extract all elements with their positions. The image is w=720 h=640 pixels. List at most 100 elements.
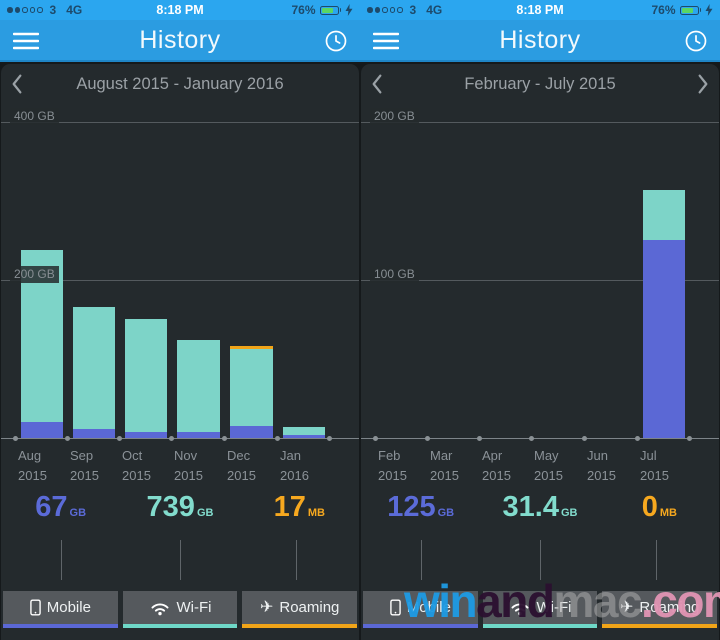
signal-strength-icon <box>367 7 403 13</box>
wifi-total-value: 739 <box>146 490 195 523</box>
mobile-total-value: 67 <box>35 490 68 523</box>
status-right: 76% <box>291 3 353 17</box>
chevron-right-icon[interactable] <box>697 74 709 94</box>
gridline-label: 100 GB <box>370 266 419 283</box>
wifi-total: 31.4 GB <box>480 491 599 524</box>
network-type-label: 4G <box>426 3 443 17</box>
mobile-total-value: 125 <box>387 490 436 523</box>
chevron-left-icon[interactable] <box>11 74 23 94</box>
wifi-icon <box>511 603 529 615</box>
history-panel: February - July 2015 200 GB 100 GB Feb 201… <box>361 64 719 640</box>
bar-nov-2015[interactable] <box>177 340 220 438</box>
bar-jan-2016[interactable] <box>283 427 325 438</box>
history-panel: August 2015 - January 2016 400 GB 200 GB … <box>1 64 359 640</box>
roaming-total-unit: MB <box>659 506 677 519</box>
axis-dot <box>13 436 18 441</box>
bar-segment-wifi <box>643 190 685 240</box>
gridline-label: 200 GB <box>10 266 59 283</box>
month-label: Apr 2015 <box>482 448 511 483</box>
charging-bolt-icon <box>345 4 353 16</box>
signal-strength-icon <box>7 7 43 13</box>
bar-jul-2015[interactable] <box>643 190 685 438</box>
month-axis: Aug 2015 Sep 2015 Oct 2015 Nov 2015 Dec 2015 Jan 20… <box>1 439 359 483</box>
category-buttons: Mobile Wi-Fi ✈ Roaming <box>1 591 359 628</box>
month-label: Jan 2016 <box>280 448 309 483</box>
mobile-total-unit: GB <box>437 506 455 519</box>
roaming-button-label: Roaming <box>639 599 700 616</box>
axis-dot <box>425 436 430 441</box>
mobile-total-unit: GB <box>69 506 87 519</box>
axis-dot <box>117 436 122 441</box>
status-bar: 3 4G 8:18 PM 76% <box>0 0 360 20</box>
bar-segment-wifi <box>230 349 273 426</box>
roaming-button[interactable]: ✈ Roaming <box>242 591 358 628</box>
page-title: History <box>139 25 221 54</box>
bar-segment-mobile <box>643 240 685 438</box>
airplane-icon: ✈ <box>259 598 274 616</box>
bar-oct-2015[interactable] <box>125 319 167 438</box>
axis-dot <box>373 436 378 441</box>
bar-segment-wifi <box>283 427 325 435</box>
wifi-button[interactable]: Wi-Fi <box>482 591 598 628</box>
battery-percent-label: 76% <box>291 3 316 17</box>
status-bar: 3 4G 8:18 PM 76% <box>360 0 720 20</box>
roaming-total: 17 MB <box>240 491 359 524</box>
screen-body: February - July 2015 200 GB 100 GB Feb 201… <box>360 62 720 640</box>
axis-dot <box>169 436 174 441</box>
category-buttons: Mobile Wi-Fi ✈ Roaming <box>361 591 719 628</box>
month-label: Oct 2015 <box>122 448 151 483</box>
month-label: Mar 2015 <box>430 448 459 483</box>
gridline-label: 200 GB <box>370 108 419 125</box>
airplane-icon: ✈ <box>619 598 634 616</box>
network-type-label: 4G <box>66 3 83 17</box>
carrier-label: 3 <box>49 3 57 17</box>
totals-row: 125 GB 31.4 GB 0 MB <box>361 483 719 531</box>
chart-area: 400 GB 200 GB <box>1 104 359 441</box>
month-label: Feb 2015 <box>378 448 407 483</box>
bar-segment-wifi <box>125 319 167 432</box>
screenshot-left: 3 4G 8:18 PM 76% History <box>0 0 360 640</box>
mobile-button[interactable]: Mobile <box>3 591 118 628</box>
chevron-left-icon[interactable] <box>371 74 383 94</box>
bar-segment-mobile <box>73 429 115 438</box>
carrier-label: 3 <box>409 3 417 17</box>
bar-segment-mobile <box>283 435 325 438</box>
mobile-button[interactable]: Mobile <box>363 591 478 628</box>
axis-dot <box>275 436 280 441</box>
bar-segment-roaming <box>230 346 273 349</box>
mobile-button-label: Mobile <box>406 599 451 616</box>
page-title: History <box>499 25 581 54</box>
mobile-button-label: Mobile <box>46 599 91 616</box>
bar-sep-2015[interactable] <box>73 307 115 438</box>
gridline-label: 400 GB <box>10 108 59 125</box>
month-label: Aug 2015 <box>18 448 47 483</box>
wifi-button[interactable]: Wi-Fi <box>122 591 238 628</box>
menu-icon[interactable] <box>13 32 39 50</box>
month-label: Dec 2015 <box>227 448 256 483</box>
roaming-total-unit: MB <box>307 506 325 519</box>
totals-row: 67 GB 739 GB 17 MB <box>1 483 359 531</box>
roaming-total-value: 17 <box>273 490 306 523</box>
phone-icon <box>389 599 401 616</box>
gridline <box>1 122 359 123</box>
roaming-button[interactable]: ✈ Roaming <box>602 591 718 628</box>
history-clock-icon[interactable] <box>684 29 708 53</box>
wifi-total-unit: GB <box>196 506 214 519</box>
month-label: Sep 2015 <box>70 448 99 483</box>
month-axis: Feb 2015 Mar 2015 Apr 2015 May 2015 Jun 2015 Jul 20… <box>361 439 719 483</box>
period-selector: August 2015 - January 2016 <box>1 64 359 104</box>
wifi-button-label: Wi-Fi <box>176 599 212 616</box>
history-clock-icon[interactable] <box>324 29 348 53</box>
gridline <box>361 122 719 123</box>
axis-dot <box>582 436 587 441</box>
bar-segment-mobile <box>21 422 63 438</box>
roaming-button-label: Roaming <box>279 599 340 616</box>
bar-segment-mobile <box>177 432 220 438</box>
bar-dec-2015[interactable] <box>230 346 273 438</box>
month-label: May 2015 <box>534 448 563 483</box>
month-label: Nov 2015 <box>174 448 203 483</box>
axis-dot <box>477 436 482 441</box>
nav-bar: History <box>360 20 720 62</box>
phone-icon <box>29 599 41 616</box>
menu-icon[interactable] <box>373 32 399 50</box>
